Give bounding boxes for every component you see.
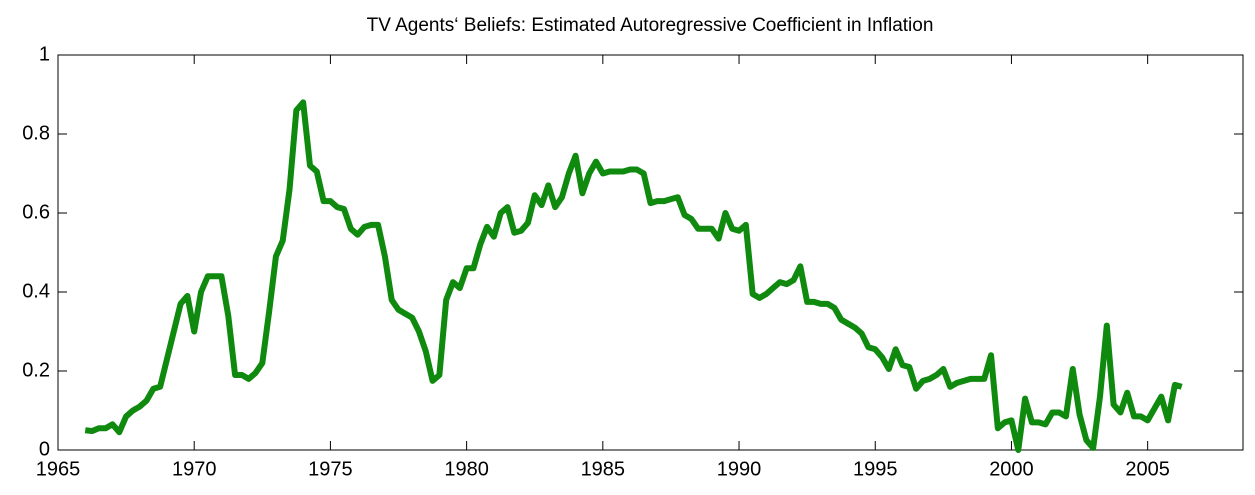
x-tick-label: 2005: [1125, 458, 1170, 480]
x-tick-label: 1985: [581, 458, 626, 480]
x-tick-label: 1965: [36, 458, 81, 480]
chart-title: TV Agents‘ Beliefs: Estimated Autoregres…: [367, 15, 934, 36]
x-tick-label: 1970: [172, 458, 217, 480]
x-tick-label: 1990: [717, 458, 762, 480]
x-tick-label: 1980: [444, 458, 489, 480]
y-tick-label: 0.6: [22, 201, 50, 223]
y-tick-label: 0.2: [22, 359, 50, 381]
y-tick-label: 1: [39, 43, 50, 65]
y-tick-label: 0.4: [22, 280, 50, 302]
y-tick-label: 0: [39, 438, 50, 460]
plot-frame: [57, 54, 1244, 451]
x-tick-label: 2000: [989, 458, 1034, 480]
x-tick-label: 1995: [853, 458, 898, 480]
data-line: [84, 99, 1183, 453]
x-tick-label: 1975: [308, 458, 353, 480]
y-tick-label: 0.8: [22, 122, 50, 144]
